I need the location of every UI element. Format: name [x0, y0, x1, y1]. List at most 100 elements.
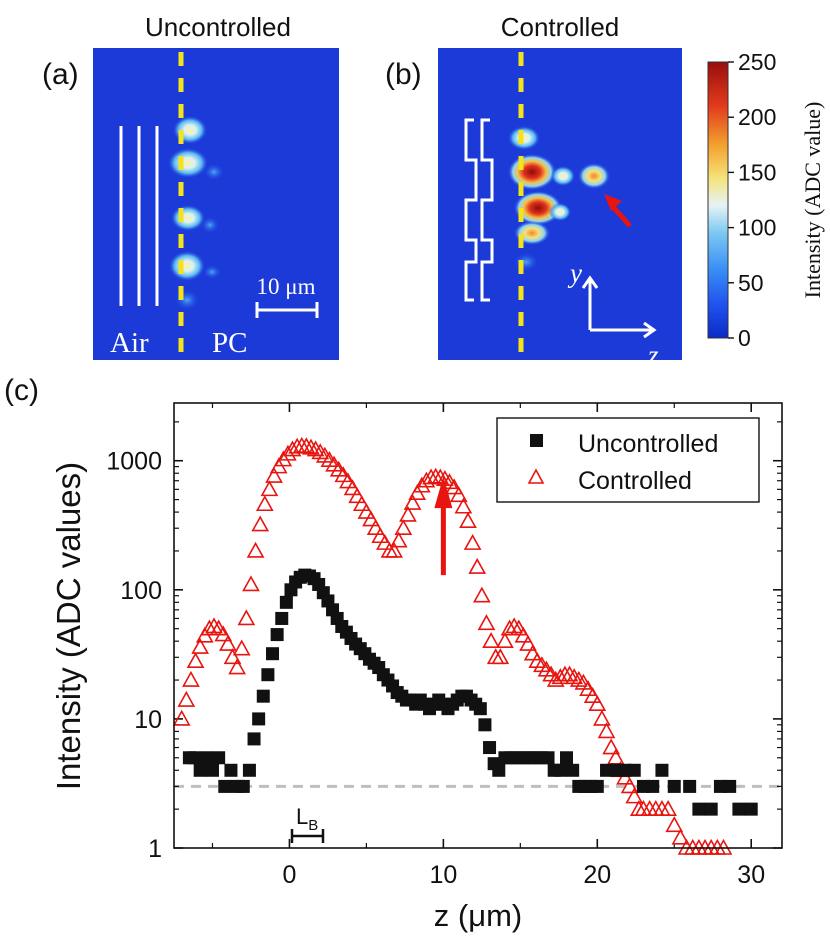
controlled-point	[593, 709, 611, 726]
controlled-point	[255, 495, 274, 512]
controlled-point	[560, 665, 579, 682]
uncontrolled-point	[478, 718, 492, 732]
controlled-point	[172, 709, 191, 726]
colorbar-gradient	[707, 61, 729, 339]
panel-c-label: (c)	[4, 374, 39, 407]
panel-a-scalebar: 10 μm	[255, 274, 319, 318]
panel-b-title: Controlled	[501, 12, 620, 42]
colorbar-tick-label: 0	[738, 325, 751, 351]
uncontrolled-point	[256, 689, 270, 703]
controlled-point	[260, 480, 279, 497]
uncontrolled-point	[732, 802, 746, 816]
controlled-point	[671, 828, 690, 845]
uncontrolled-point	[704, 802, 718, 816]
chart-red-arrowhead	[434, 476, 453, 509]
colorbar-tick-label: 150	[738, 159, 776, 185]
uncontrolled-point	[483, 741, 497, 755]
y-tick-label: 1	[148, 835, 162, 863]
x-tick-label: 10	[429, 861, 457, 889]
controlled-point	[385, 541, 403, 558]
colorbar-tick-label: 250	[738, 49, 776, 75]
controlled-point	[449, 486, 468, 503]
controlled-point	[214, 625, 233, 642]
uncontrolled-point	[261, 668, 275, 682]
controlled-point	[659, 799, 677, 816]
uncontrolled-point	[692, 802, 706, 816]
controlled-point	[472, 586, 491, 603]
panel-c: (c) 1 10 100 1000 0 10 20 30 Uncontrolled Contr…	[4, 374, 783, 933]
controlled-point	[403, 493, 422, 510]
uncontrolled-point	[655, 763, 669, 777]
controlled-point	[412, 476, 431, 493]
colorbar: 0 50 100 150 200 250 Intensity (ADC value)	[707, 49, 825, 351]
uncontrolled-point	[590, 779, 604, 793]
controlled-point	[579, 680, 597, 696]
panel-a-air-lines	[119, 126, 159, 306]
x-axis-title: z (μm)	[434, 898, 522, 933]
axis-y-label: y	[567, 258, 582, 288]
colorbar-tick-label: 50	[738, 270, 764, 296]
uncontrolled-point	[242, 763, 256, 777]
colorbar-tick-label: 200	[738, 104, 776, 130]
controlled-point	[431, 468, 450, 485]
controlled-point	[399, 505, 417, 522]
controlled-point	[362, 510, 380, 527]
panel-b-boundary-left	[464, 118, 478, 302]
controlled-point	[357, 502, 376, 519]
y-tick-label: 10	[134, 706, 162, 734]
controlled-point	[514, 626, 533, 643]
controlled-point	[265, 466, 283, 483]
controlled-point	[505, 617, 524, 634]
panel-b-red-arrow	[604, 194, 632, 228]
uncontrolled-point	[205, 763, 219, 777]
controlled-point	[445, 478, 464, 495]
controlled-point	[352, 495, 371, 512]
legend: Uncontrolled Controlled	[496, 417, 760, 503]
panel-a-title: Uncontrolled	[145, 12, 291, 42]
colorbar-tick-label: 100	[738, 215, 776, 241]
controlled-point	[223, 648, 242, 665]
uncontrolled-point	[744, 802, 758, 816]
lb-annotation: LB	[290, 804, 325, 843]
controlled-point	[371, 527, 390, 544]
controlled-point	[569, 670, 588, 687]
controlled-point	[376, 533, 394, 550]
controlled-point	[620, 777, 639, 794]
controlled-point	[665, 816, 684, 833]
x-tick-label: 20	[583, 861, 611, 889]
uncontrolled-point	[212, 751, 226, 765]
controlled-point	[348, 487, 367, 504]
controlled-point	[251, 515, 270, 532]
controlled-point	[496, 632, 514, 648]
uncontrolled-point	[270, 628, 284, 642]
controlled-point	[468, 557, 487, 574]
panel-a: Uncontrolled (a) 10 μm Air PC	[42, 12, 339, 360]
controlled-point	[606, 748, 625, 765]
controlled-point	[454, 497, 473, 514]
controlled-point	[588, 695, 607, 711]
y-tick-label: 100	[120, 577, 162, 605]
uncontrolled-point	[560, 751, 574, 765]
uncontrolled-point	[683, 779, 697, 793]
svg-text:LB: LB	[296, 804, 318, 834]
controlled-point	[242, 575, 260, 592]
uncontrolled-point	[667, 779, 681, 793]
uncontrolled-point	[627, 763, 641, 777]
controlled-point	[302, 438, 320, 455]
controlled-point	[463, 533, 482, 550]
colorbar-title: Intensity (ADC value)	[800, 102, 825, 299]
controlled-point	[625, 787, 644, 804]
controlled-point	[339, 472, 357, 489]
controlled-point	[394, 519, 413, 536]
controlled-point	[597, 722, 616, 739]
controlled-point	[491, 648, 510, 665]
controlled-point	[616, 768, 634, 785]
controlled-point	[182, 670, 200, 687]
controlled-point	[237, 609, 256, 626]
controlled-point	[205, 617, 223, 634]
uncontrolled-point	[218, 779, 232, 793]
plot-frame	[173, 402, 783, 849]
controlled-point	[459, 512, 477, 529]
controlled-point	[583, 687, 602, 703]
controlled-point	[482, 632, 500, 648]
